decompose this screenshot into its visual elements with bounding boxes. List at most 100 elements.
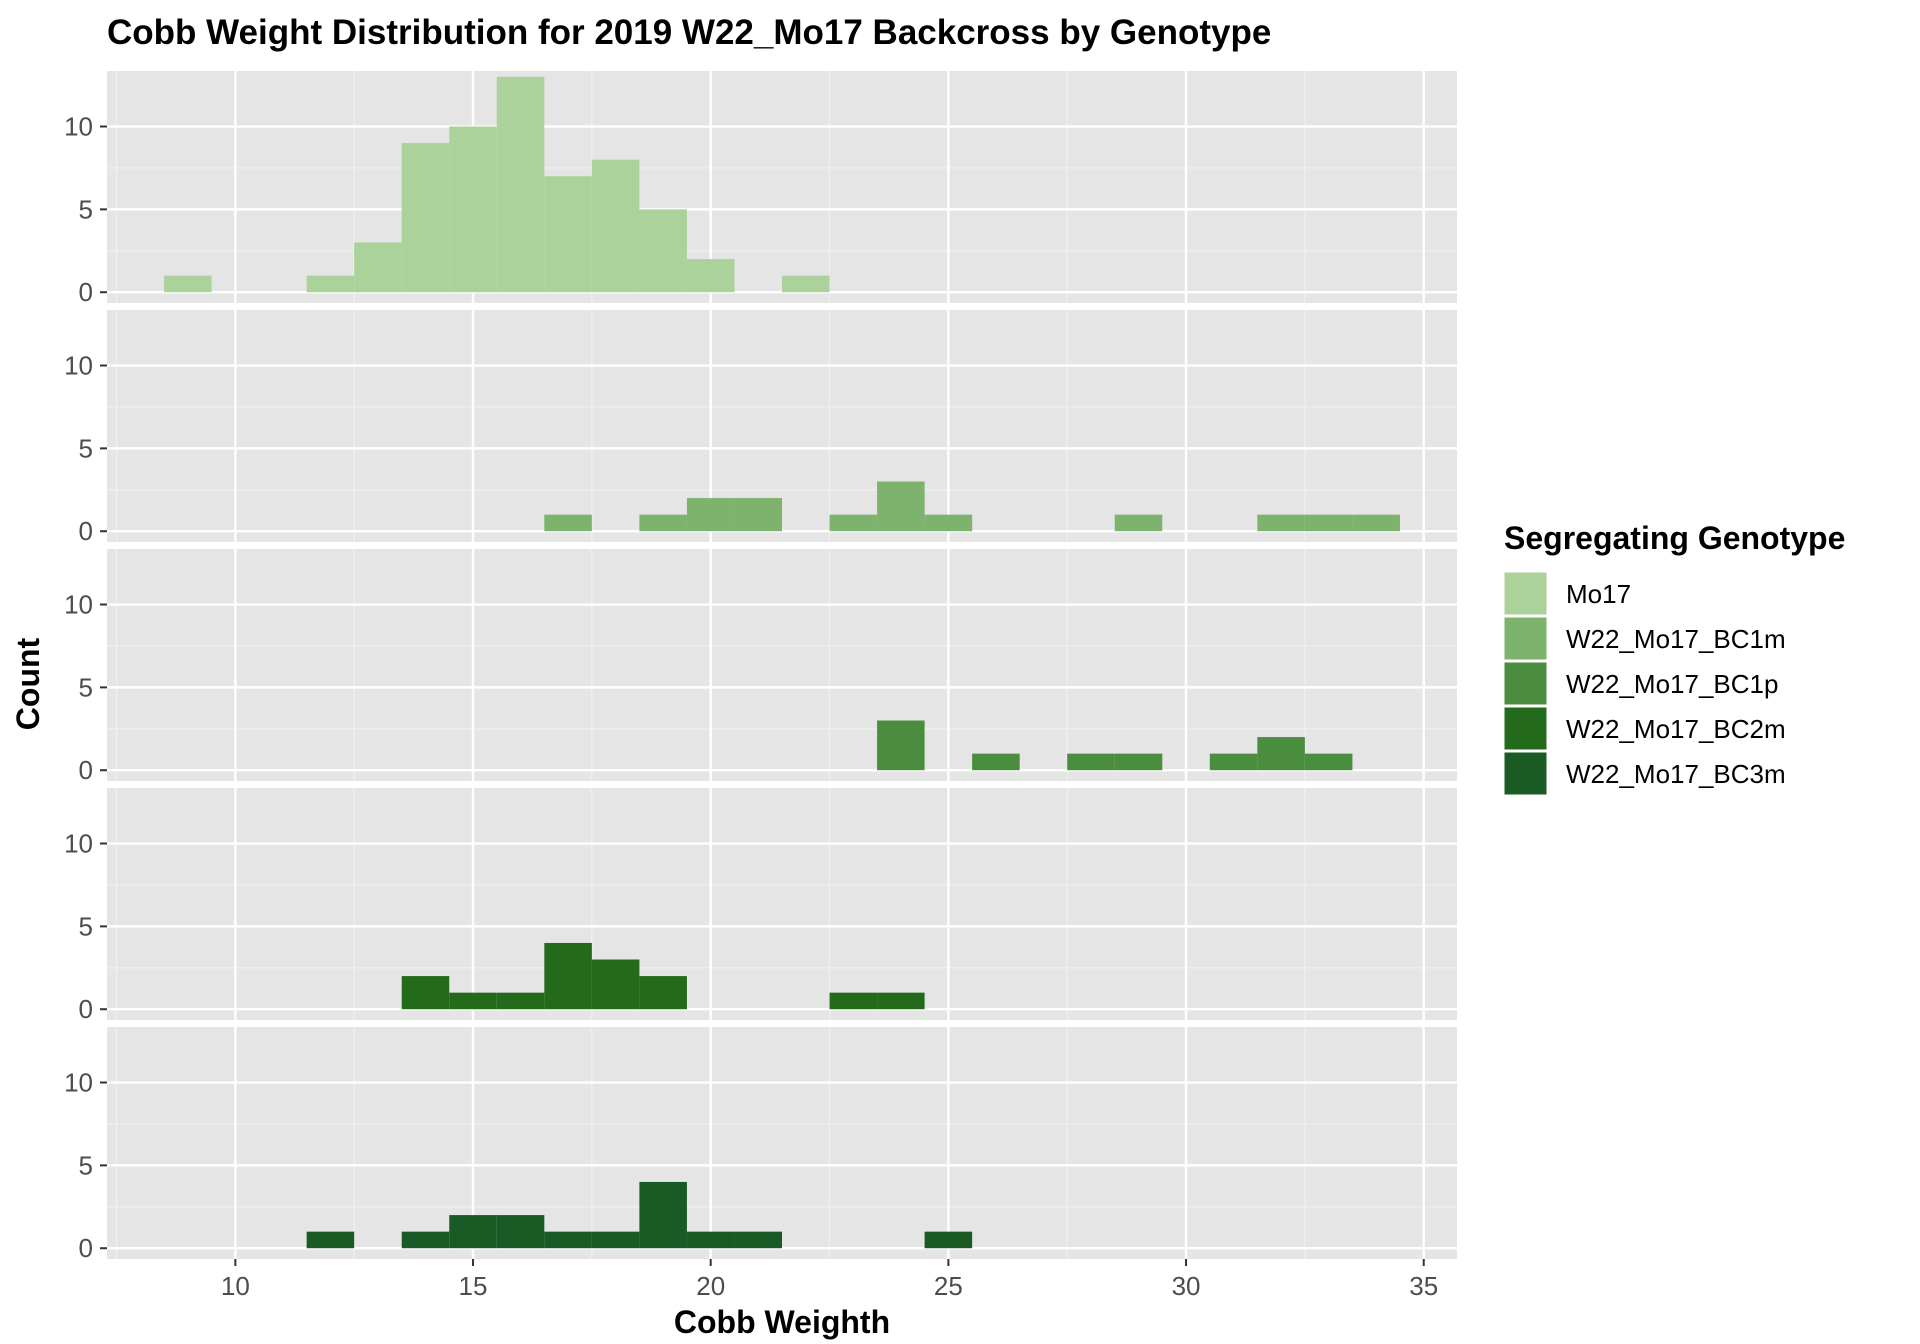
histogram-bar [496, 992, 545, 1010]
histogram-bar [877, 481, 925, 532]
histogram-bar [924, 1231, 973, 1249]
x-tick-label: 25 [934, 1271, 963, 1301]
histogram-bar [782, 275, 830, 293]
legend-label: W22_Mo17_BC2m [1566, 714, 1786, 744]
histogram-bar [734, 498, 782, 532]
histogram-bar [449, 126, 497, 293]
histogram-bar [1304, 753, 1353, 771]
histogram-bar [164, 275, 212, 293]
histogram-bar [877, 992, 925, 1010]
legend-item: Mo17 [1503, 571, 1631, 616]
y-tick-label: 5 [79, 433, 93, 463]
legend-label: W22_Mo17_BC1p [1566, 669, 1778, 699]
histogram-bar [877, 720, 925, 771]
legend-item: W22_Mo17_BC2m [1503, 706, 1786, 751]
histogram-bar [449, 992, 497, 1010]
histogram-bar [639, 976, 687, 1010]
legend: Segregating Genotype Mo17 W22_Mo17_BC1m W2… [1503, 520, 1845, 796]
histogram-bar [354, 242, 402, 293]
facet-panel: 0 5 10 [64, 310, 1457, 546]
facet-panel: 0 5 10 [64, 71, 1457, 307]
y-tick-label: 0 [79, 994, 93, 1024]
legend-label: W22_Mo17_BC1m [1566, 624, 1786, 654]
histogram-bar [639, 209, 687, 293]
x-tick-label: 15 [459, 1271, 488, 1301]
x-tick-label: 10 [221, 1271, 250, 1301]
histogram-bar [829, 514, 878, 532]
histogram-bar [306, 275, 355, 293]
y-tick-label: 5 [79, 1150, 93, 1180]
legend-item: W22_Mo17_BC1p [1503, 661, 1778, 706]
histogram-bar [591, 159, 640, 293]
facet-panels: 0 5 10 0 5 10 0 5 10 0 5 10 0 5 10 [64, 71, 1457, 1263]
facet-panel: 0 5 10 [64, 549, 1457, 785]
histogram-bar [686, 498, 735, 532]
y-tick-label: 10 [64, 351, 93, 381]
histogram-bar [639, 1181, 687, 1249]
histogram-bar [1114, 753, 1163, 771]
histogram-bar [591, 959, 640, 1010]
histogram-bar [829, 992, 878, 1010]
histogram-bar [401, 1231, 450, 1249]
panel-background [107, 71, 1457, 303]
histogram-bar [496, 1215, 545, 1249]
histogram-bar [1067, 753, 1115, 771]
y-tick-label: 10 [64, 112, 93, 142]
histogram-bar [544, 514, 592, 532]
histogram-bar [1304, 514, 1353, 532]
histogram-bar [1352, 514, 1400, 532]
y-tick-label: 5 [79, 672, 93, 702]
histogram-bar [924, 514, 973, 532]
histogram-bar [401, 143, 450, 293]
legend-swatch [1503, 706, 1548, 751]
histogram-bar [544, 176, 592, 293]
y-tick-label: 5 [79, 194, 93, 224]
legend-label: W22_Mo17_BC3m [1566, 759, 1786, 789]
facet-panel: 0 5 10 [64, 788, 1457, 1024]
histogram-bar [1114, 514, 1163, 532]
legend-item: W22_Mo17_BC1m [1503, 616, 1786, 661]
histogram-bar [1209, 753, 1258, 771]
y-tick-label: 0 [79, 277, 93, 307]
legend-label: Mo17 [1566, 579, 1631, 609]
x-tick-label: 20 [696, 1271, 725, 1301]
legend-item: W22_Mo17_BC3m [1503, 751, 1786, 796]
y-tick-label: 0 [79, 755, 93, 785]
histogram-bar [686, 259, 735, 293]
histogram-bar [1257, 514, 1305, 532]
legend-swatch [1503, 616, 1548, 661]
chart-title: Cobb Weight Distribution for 2019 W22_Mo… [107, 13, 1271, 52]
histogram-bar [401, 976, 450, 1010]
histogram-bar [591, 1231, 640, 1249]
facet-panel: 0 5 10 [64, 1027, 1457, 1263]
x-axis: 10 15 20 25 30 35 [221, 1259, 1438, 1301]
x-axis-title: Cobb Weighth [674, 1304, 890, 1340]
y-tick-label: 10 [64, 1068, 93, 1098]
histogram-bar [306, 1231, 355, 1249]
legend-swatch [1503, 661, 1548, 706]
histogram-bar [639, 514, 687, 532]
y-tick-label: 10 [64, 590, 93, 620]
panel-background [107, 1027, 1457, 1259]
legend-swatch [1503, 751, 1548, 796]
legend-title: Segregating Genotype [1504, 520, 1845, 556]
y-tick-label: 10 [64, 829, 93, 859]
histogram-bar [544, 1231, 592, 1249]
histogram-bar [544, 942, 592, 1010]
histogram-bar [496, 76, 545, 293]
histogram-bar [449, 1215, 497, 1249]
histogram-bar [972, 753, 1020, 771]
panel-background [107, 549, 1457, 781]
y-axis-title: Count [10, 637, 46, 730]
legend-items: Mo17 W22_Mo17_BC1m W22_Mo17_BC1p W22_Mo17_B… [1503, 571, 1786, 796]
x-tick-label: 35 [1409, 1271, 1438, 1301]
y-tick-label: 0 [79, 1233, 93, 1263]
legend-swatch [1503, 571, 1548, 616]
histogram-bar [734, 1231, 782, 1249]
histogram-bar [686, 1231, 735, 1249]
x-tick-label: 30 [1172, 1271, 1201, 1301]
panel-background [107, 788, 1457, 1020]
histogram-bar [1257, 737, 1305, 771]
y-tick-label: 0 [79, 516, 93, 546]
